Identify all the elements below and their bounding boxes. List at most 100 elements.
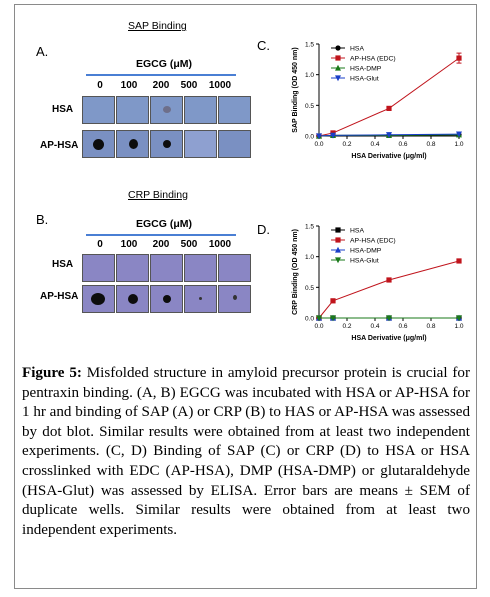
blot-well bbox=[184, 254, 217, 282]
legend-label: HSA-DMP bbox=[350, 248, 382, 255]
legend-label: HSA bbox=[350, 46, 364, 53]
blot-well bbox=[218, 254, 251, 282]
panel-b-row-ap-hsa: AP-HSA bbox=[40, 291, 79, 302]
panel-a-egcg-label: EGCG (μM) bbox=[136, 58, 193, 70]
x-tick-label: 0.8 bbox=[426, 141, 435, 148]
blot-well bbox=[116, 130, 149, 158]
legend-marker bbox=[335, 237, 341, 243]
data-point bbox=[386, 277, 392, 283]
legend-label: HSA-Glut bbox=[350, 76, 379, 83]
x-tick-label: 0.0 bbox=[314, 323, 323, 330]
legend-marker bbox=[335, 75, 341, 82]
data-point bbox=[456, 131, 462, 138]
blot-well bbox=[82, 96, 115, 124]
data-point bbox=[456, 258, 462, 264]
x-tick-label: 0.2 bbox=[342, 323, 351, 330]
blot-well bbox=[150, 130, 183, 158]
legend-marker bbox=[335, 64, 341, 71]
y-tick-label: 0.0 bbox=[305, 316, 314, 323]
data-point bbox=[316, 315, 322, 322]
series-line bbox=[318, 260, 460, 319]
x-tick-label: 1.0 bbox=[454, 141, 463, 148]
series-line bbox=[318, 57, 460, 137]
panel-a-letter: A. bbox=[36, 44, 49, 59]
panel-a-dose-100: 100 bbox=[120, 80, 138, 91]
x-tick-label: 0.8 bbox=[426, 323, 435, 330]
x-axis-label: HSA Derivative (μg/ml) bbox=[351, 335, 426, 342]
x-tick-label: 0.0 bbox=[314, 141, 323, 148]
y-tick-label: 0.0 bbox=[305, 134, 314, 141]
chart-d-crp-elisa: 0.0 0.5 1.0 1.5 0.0 0.2 0.4 0.6 0.8 1.0 HSA Deriva… bbox=[292, 224, 464, 343]
caption-label: Figure 5: bbox=[22, 365, 82, 381]
blot-well bbox=[218, 285, 251, 313]
panel-b-dose-200: 200 bbox=[152, 239, 170, 250]
x-tick-label: 0.4 bbox=[370, 141, 379, 148]
panel-b-title: CRP Binding bbox=[128, 189, 188, 201]
panel-a-dose-200: 200 bbox=[152, 80, 170, 91]
data-point bbox=[330, 315, 336, 322]
x-tick-label: 0.6 bbox=[398, 323, 407, 330]
data-point bbox=[330, 298, 336, 304]
blot-well bbox=[82, 254, 115, 282]
panel-a-dose-0: 0 bbox=[97, 80, 103, 91]
series-line bbox=[318, 133, 460, 137]
x-tick-label: 0.4 bbox=[370, 323, 379, 330]
y-tick-label: 1.5 bbox=[305, 224, 314, 231]
legend-marker bbox=[335, 246, 341, 253]
x-axis-label: HSA Derivative (μg/ml) bbox=[351, 153, 426, 160]
legend-marker bbox=[335, 45, 341, 51]
y-axis-label: SAP Binding (OD 450 nm) bbox=[292, 47, 299, 132]
legend-label: AP-HSA (EDC) bbox=[350, 238, 396, 245]
panel-b-dose-500: 500 bbox=[180, 239, 198, 250]
data-point bbox=[456, 315, 462, 322]
data-point bbox=[386, 315, 392, 322]
blot-well bbox=[184, 96, 217, 124]
blot-well bbox=[82, 285, 115, 313]
data-point bbox=[330, 132, 336, 139]
y-axis-label: CRP Binding (OD 450 nm) bbox=[292, 229, 299, 315]
legend-marker bbox=[335, 55, 341, 61]
figure-frame bbox=[14, 4, 477, 589]
y-tick-label: 0.5 bbox=[305, 103, 314, 110]
figure-caption: Figure 5: Misfolded structure in amyloid… bbox=[22, 364, 470, 540]
blot-well bbox=[116, 96, 149, 124]
legend-marker bbox=[335, 227, 341, 233]
blot-well bbox=[184, 285, 217, 313]
x-tick-label: 1.0 bbox=[454, 323, 463, 330]
blot-well bbox=[150, 254, 183, 282]
panel-a-row-hsa: HSA bbox=[52, 104, 74, 115]
panel-a-dose-500: 500 bbox=[180, 80, 198, 91]
panel-d-letter: D. bbox=[257, 222, 270, 237]
panel-a-dose-1000: 1000 bbox=[208, 80, 232, 91]
blot-well bbox=[218, 96, 251, 124]
chart-c-sap-elisa: 0.0 0.5 1.0 1.5 0.0 0.2 0.4 0.6 0.8 1.0 HSA Deriva… bbox=[292, 42, 464, 161]
panel-a-dose-line bbox=[86, 74, 236, 76]
panel-a-title: SAP Binding bbox=[128, 20, 187, 32]
y-tick-label: 1.0 bbox=[305, 254, 314, 261]
panel-b-dose-line bbox=[86, 234, 236, 236]
y-tick-label: 0.5 bbox=[305, 285, 314, 292]
legend-label: AP-HSA (EDC) bbox=[350, 56, 396, 63]
panel-b-letter: B. bbox=[36, 212, 49, 227]
panel-a-row-ap-hsa: AP-HSA bbox=[40, 140, 79, 151]
panel-b-row-hsa: HSA bbox=[52, 259, 74, 270]
caption-text: Misfolded structure in amyloid precursor… bbox=[22, 365, 470, 538]
panel-b-egcg-label: EGCG (μM) bbox=[136, 218, 193, 230]
data-point bbox=[386, 105, 392, 111]
legend-label: HSA bbox=[350, 228, 364, 235]
blot-well bbox=[218, 130, 251, 158]
blot-well bbox=[116, 254, 149, 282]
panel-c-letter: C. bbox=[257, 38, 270, 53]
data-point bbox=[386, 132, 392, 138]
panel-b-dose-1000: 1000 bbox=[208, 239, 232, 250]
legend-marker bbox=[335, 257, 341, 264]
panel-b-dose-0: 0 bbox=[97, 239, 103, 250]
blot-well bbox=[82, 130, 115, 158]
x-tick-label: 0.2 bbox=[342, 141, 351, 148]
panel-b-dose-100: 100 bbox=[120, 239, 138, 250]
blot-well bbox=[184, 130, 217, 158]
y-tick-label: 1.0 bbox=[305, 72, 314, 79]
data-point bbox=[316, 133, 322, 140]
blot-well bbox=[150, 96, 183, 124]
legend-label: HSA-Glut bbox=[350, 258, 379, 265]
